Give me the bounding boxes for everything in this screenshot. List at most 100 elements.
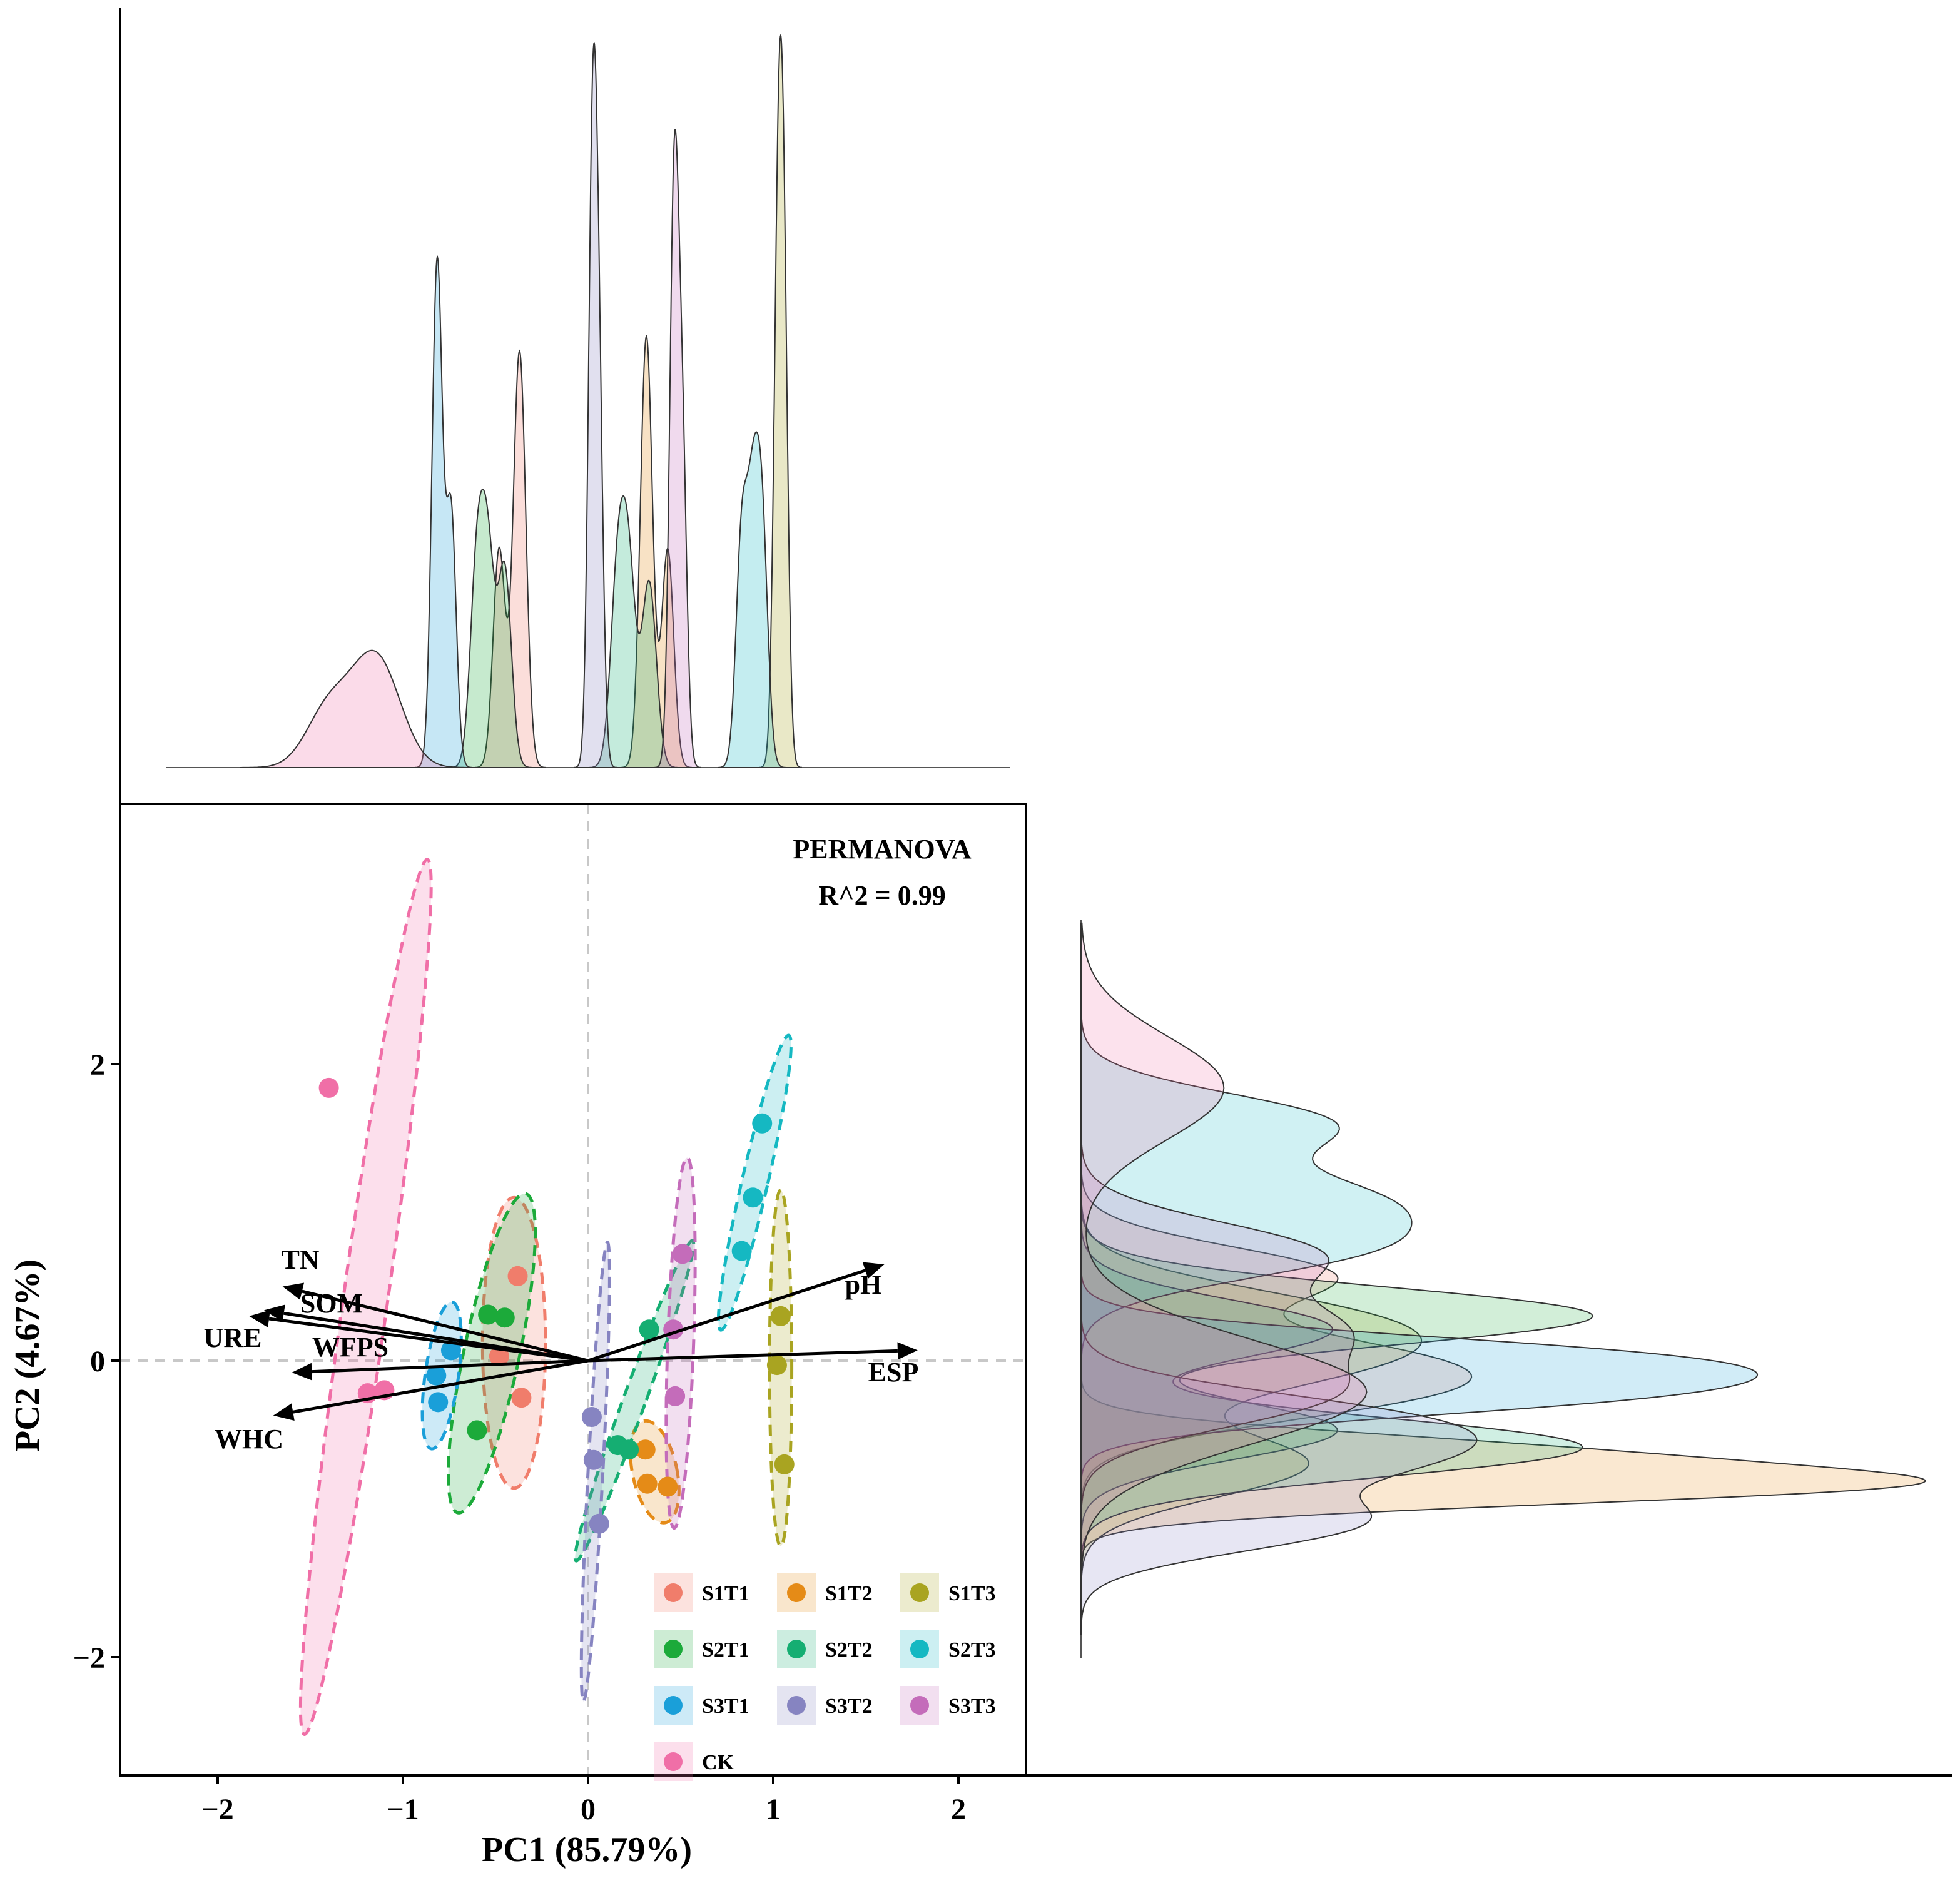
legend-marker-s3t1 bbox=[664, 1696, 683, 1715]
x-tick-label: 1 bbox=[766, 1793, 781, 1826]
point-s1t2-2 bbox=[637, 1473, 658, 1494]
pc2-density-s1t2 bbox=[1080, 1371, 1926, 1565]
point-s1t3-2 bbox=[766, 1355, 787, 1376]
legend-label-s1t1: S1T1 bbox=[702, 1582, 749, 1605]
point-s2t2-1 bbox=[639, 1319, 659, 1340]
y-tick-label: 2 bbox=[90, 1048, 105, 1082]
pc2-density-ck bbox=[1080, 922, 1368, 1600]
ellipse-s2t2 bbox=[573, 1239, 696, 1563]
point-s3t1-1 bbox=[440, 1340, 461, 1361]
loading-arrowhead-ure bbox=[249, 1310, 270, 1327]
point-s2t3-2 bbox=[743, 1187, 763, 1208]
legend-marker-s1t1 bbox=[664, 1583, 683, 1602]
point-s3t3-1 bbox=[672, 1244, 693, 1264]
loading-arrow-wfps bbox=[312, 1359, 589, 1374]
legend-marker-s2t2 bbox=[787, 1640, 806, 1658]
point-s2t1-2 bbox=[494, 1307, 515, 1328]
legend-marker-s1t3 bbox=[910, 1583, 929, 1602]
legend-label-s1t2: S1T2 bbox=[825, 1582, 873, 1605]
pc1-density-s2t2 bbox=[588, 495, 679, 768]
legend-label-s2t1: S2T1 bbox=[702, 1638, 749, 1662]
loading-arrow-tn bbox=[302, 1289, 589, 1363]
loading-arrow-esp bbox=[587, 1349, 898, 1363]
pca-biplot: TN SOM URE WFPS WHC pH ESP bbox=[120, 804, 1026, 1775]
point-s2t2-3 bbox=[619, 1439, 639, 1460]
point-s1t1-3 bbox=[511, 1388, 532, 1408]
y-tick-label: −2 bbox=[73, 1642, 105, 1675]
loading-arrow-whc bbox=[292, 1359, 589, 1414]
point-s3t2-3 bbox=[589, 1513, 609, 1534]
point-s1t1-1 bbox=[507, 1266, 528, 1286]
loading-arrowhead-wfps bbox=[292, 1363, 312, 1381]
point-s1t3-3 bbox=[774, 1454, 795, 1474]
loading-label-esp: ESP bbox=[868, 1357, 919, 1388]
loading-arrow-ure bbox=[268, 1317, 589, 1363]
permanova-title: PERMANOVA bbox=[793, 834, 971, 865]
point-s3t1-2 bbox=[426, 1365, 447, 1386]
pc1-density-ck bbox=[240, 649, 474, 768]
legend-marker-s2t3 bbox=[910, 1640, 929, 1658]
pc1-density-s1t3 bbox=[759, 34, 803, 768]
pc1-density-s3t1 bbox=[415, 255, 473, 768]
legend-label-s3t3: S3T3 bbox=[948, 1695, 996, 1718]
loading-label-tn: TN bbox=[281, 1244, 319, 1275]
loading-arrowhead-esp bbox=[897, 1342, 918, 1360]
x-tick-label: 2 bbox=[951, 1793, 966, 1826]
point-s3t3-3 bbox=[665, 1386, 686, 1406]
point-s2t3-3 bbox=[731, 1241, 752, 1261]
point-s2t1-1 bbox=[478, 1304, 499, 1325]
pc1-density-s1t2 bbox=[621, 334, 693, 768]
pc2-density-panel bbox=[1080, 920, 1926, 1658]
legend-marker-s3t2 bbox=[787, 1696, 806, 1715]
point-s2t1-3 bbox=[467, 1420, 487, 1441]
pc1-density-s3t2 bbox=[574, 42, 617, 768]
y-tick-label: 0 bbox=[90, 1345, 105, 1378]
x-tick-label: 0 bbox=[581, 1793, 596, 1826]
point-s3t2-2 bbox=[583, 1449, 604, 1470]
point-s3t1-3 bbox=[428, 1392, 449, 1413]
loading-label-som: SOM bbox=[300, 1288, 363, 1319]
pc2-density-s1t3 bbox=[1080, 1184, 1423, 1596]
ellipse-s3t3 bbox=[664, 1155, 697, 1530]
pc2-density-s2t3 bbox=[1080, 1002, 1413, 1373]
point-s1t2-1 bbox=[635, 1439, 656, 1460]
legend-label-s2t2: S2T2 bbox=[825, 1638, 873, 1662]
loading-label-ph: pH bbox=[845, 1269, 882, 1300]
pc2-density-s1t1 bbox=[1080, 1157, 1473, 1516]
pc2-density-s3t1 bbox=[1080, 1265, 1759, 1488]
ellipse-ck bbox=[298, 858, 433, 1736]
legend-marker-s2t1 bbox=[664, 1640, 683, 1658]
pc1-density-s2t1 bbox=[449, 489, 532, 768]
y-axis-title: PC2 (4.67%) bbox=[8, 1259, 47, 1452]
legend-label-ck: CK bbox=[702, 1751, 734, 1774]
pc1-density-s1t1 bbox=[474, 349, 546, 768]
pc1-density-s2t3 bbox=[718, 431, 786, 768]
legend-label-s3t2: S3T2 bbox=[825, 1695, 873, 1718]
pc2-density-s3t2 bbox=[1080, 1305, 1478, 1635]
plot-area: TN SOM URE WFPS WHC pH ESP bbox=[120, 804, 1026, 1775]
legend: S1T1 S1T2 S1T3 S2T1 S2T2 S2T3 S3T1 S3T2 S3T3 CK bbox=[654, 1573, 996, 1781]
loading-label-wfps: WFPS bbox=[312, 1332, 388, 1363]
pc1-density-panel bbox=[166, 34, 1010, 768]
loading-arrows: TN SOM URE WFPS WHC pH ESP bbox=[204, 1244, 919, 1454]
x-tick-label: −1 bbox=[387, 1793, 419, 1826]
loading-arrow-ph bbox=[587, 1269, 866, 1363]
loading-label-ure: URE bbox=[204, 1322, 262, 1353]
point-s2t3-1 bbox=[752, 1113, 773, 1134]
legend-marker-s3t3 bbox=[910, 1696, 929, 1715]
loading-label-whc: WHC bbox=[215, 1424, 283, 1454]
legend-marker-s1t2 bbox=[787, 1583, 806, 1602]
pc2-density-s2t2 bbox=[1080, 1212, 1583, 1568]
point-s3t2-1 bbox=[581, 1407, 602, 1428]
loading-arrowhead-whc bbox=[273, 1403, 295, 1421]
permanova-r2: R^2 = 0.99 bbox=[818, 880, 945, 911]
loading-arrowhead-ph bbox=[862, 1262, 885, 1279]
loading-arrowhead-tn bbox=[282, 1282, 304, 1300]
legend-label-s2t3: S2T3 bbox=[948, 1638, 996, 1662]
legend-label-s3t1: S3T1 bbox=[702, 1695, 749, 1718]
legend-label-s1t3: S1T3 bbox=[948, 1582, 996, 1605]
point-s1t3-1 bbox=[770, 1306, 791, 1326]
loading-arrowhead-som bbox=[264, 1304, 285, 1322]
point-s1t2-3 bbox=[658, 1476, 678, 1497]
